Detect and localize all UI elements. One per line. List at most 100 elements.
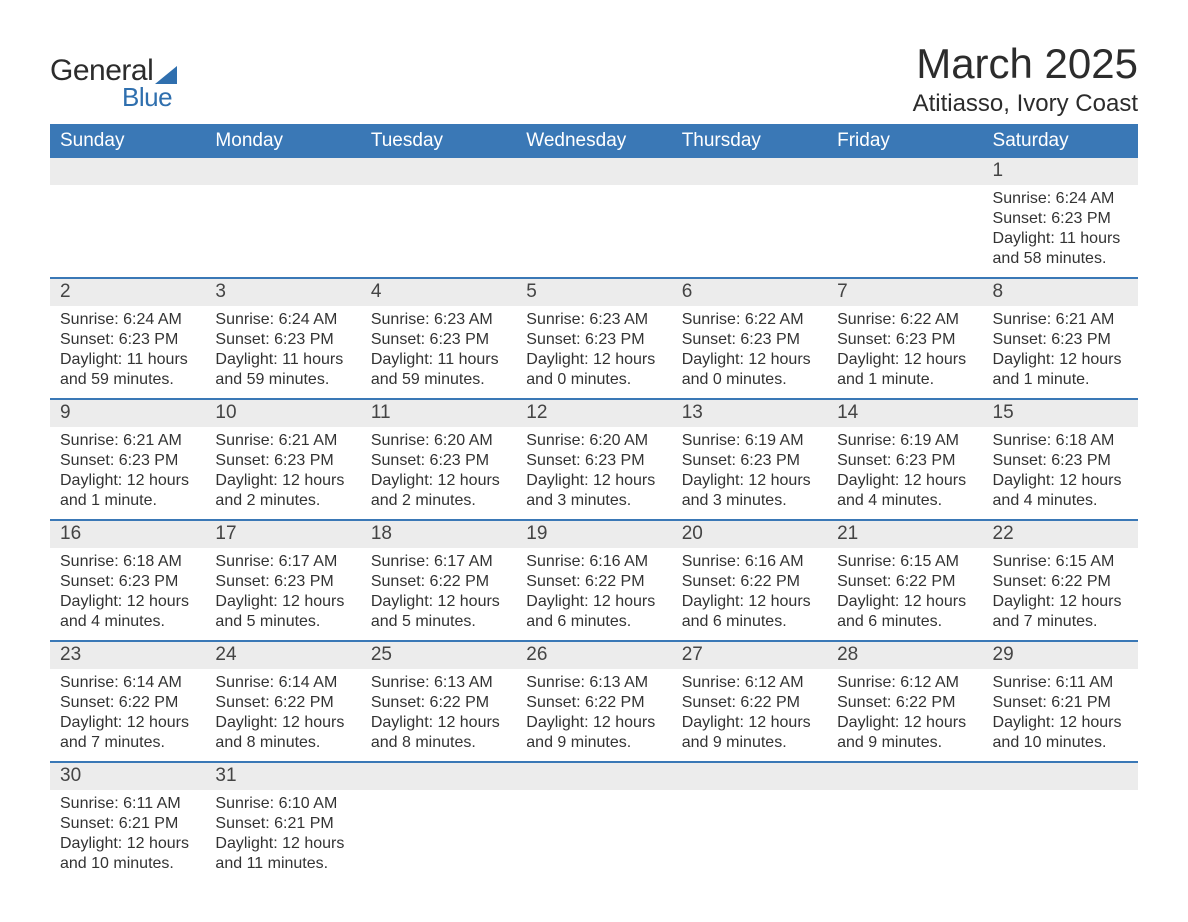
day-body — [361, 790, 516, 870]
day-body: Sunrise: 6:10 AMSunset: 6:21 PMDaylight:… — [205, 790, 360, 882]
day-sunset: Sunset: 6:23 PM — [993, 330, 1128, 350]
day-daylight2: and 1 minute. — [993, 370, 1128, 390]
day-sunset: Sunset: 6:22 PM — [60, 693, 195, 713]
day-daylight1: Daylight: 12 hours — [60, 471, 195, 491]
day-body: Sunrise: 6:16 AMSunset: 6:22 PMDaylight:… — [672, 548, 827, 640]
day-body: Sunrise: 6:17 AMSunset: 6:22 PMDaylight:… — [361, 548, 516, 640]
day-daylight1: Daylight: 12 hours — [993, 350, 1128, 370]
calendar-week-row: 23Sunrise: 6:14 AMSunset: 6:22 PMDayligh… — [50, 641, 1138, 762]
calendar-day-cell — [827, 762, 982, 882]
day-daylight1: Daylight: 12 hours — [215, 471, 350, 491]
day-body: Sunrise: 6:20 AMSunset: 6:23 PMDaylight:… — [516, 427, 671, 519]
day-number: 15 — [983, 400, 1138, 427]
day-daylight1: Daylight: 12 hours — [371, 471, 506, 491]
day-sunset: Sunset: 6:22 PM — [215, 693, 350, 713]
calendar-day-cell: 28Sunrise: 6:12 AMSunset: 6:22 PMDayligh… — [827, 641, 982, 762]
day-number: 30 — [50, 763, 205, 790]
day-daylight2: and 9 minutes. — [682, 733, 817, 753]
day-sunset: Sunset: 6:23 PM — [993, 209, 1128, 229]
calendar-day-cell: 6Sunrise: 6:22 AMSunset: 6:23 PMDaylight… — [672, 278, 827, 399]
day-number: 25 — [361, 642, 516, 669]
day-body — [827, 185, 982, 265]
day-body: Sunrise: 6:15 AMSunset: 6:22 PMDaylight:… — [983, 548, 1138, 640]
calendar-day-cell: 29Sunrise: 6:11 AMSunset: 6:21 PMDayligh… — [983, 641, 1138, 762]
day-sunrise: Sunrise: 6:16 AM — [682, 552, 817, 572]
day-daylight2: and 8 minutes. — [371, 733, 506, 753]
day-body: Sunrise: 6:17 AMSunset: 6:23 PMDaylight:… — [205, 548, 360, 640]
day-sunset: Sunset: 6:23 PM — [215, 572, 350, 592]
day-sunset: Sunset: 6:23 PM — [215, 330, 350, 350]
day-sunrise: Sunrise: 6:23 AM — [371, 310, 506, 330]
day-daylight1: Daylight: 12 hours — [371, 592, 506, 612]
day-sunset: Sunset: 6:23 PM — [215, 451, 350, 471]
day-body: Sunrise: 6:11 AMSunset: 6:21 PMDaylight:… — [50, 790, 205, 882]
day-number — [827, 158, 982, 185]
calendar-day-cell: 8Sunrise: 6:21 AMSunset: 6:23 PMDaylight… — [983, 278, 1138, 399]
day-number: 27 — [672, 642, 827, 669]
day-body: Sunrise: 6:15 AMSunset: 6:22 PMDaylight:… — [827, 548, 982, 640]
day-number: 9 — [50, 400, 205, 427]
day-sunset: Sunset: 6:23 PM — [837, 330, 972, 350]
day-body: Sunrise: 6:23 AMSunset: 6:23 PMDaylight:… — [516, 306, 671, 398]
day-sunset: Sunset: 6:22 PM — [682, 693, 817, 713]
day-daylight2: and 59 minutes. — [60, 370, 195, 390]
day-daylight2: and 2 minutes. — [371, 491, 506, 511]
day-daylight2: and 9 minutes. — [526, 733, 661, 753]
day-sunrise: Sunrise: 6:20 AM — [371, 431, 506, 451]
day-body — [983, 790, 1138, 870]
day-sunset: Sunset: 6:22 PM — [526, 693, 661, 713]
day-sunset: Sunset: 6:22 PM — [526, 572, 661, 592]
day-body: Sunrise: 6:20 AMSunset: 6:23 PMDaylight:… — [361, 427, 516, 519]
weekday-heading: Monday — [205, 124, 360, 158]
calendar-table: Sunday Monday Tuesday Wednesday Thursday… — [50, 124, 1138, 882]
calendar-day-cell: 31Sunrise: 6:10 AMSunset: 6:21 PMDayligh… — [205, 762, 360, 882]
day-daylight1: Daylight: 11 hours — [371, 350, 506, 370]
day-sunset: Sunset: 6:23 PM — [993, 451, 1128, 471]
calendar-day-cell: 4Sunrise: 6:23 AMSunset: 6:23 PMDaylight… — [361, 278, 516, 399]
calendar-day-cell — [516, 762, 671, 882]
day-sunrise: Sunrise: 6:21 AM — [215, 431, 350, 451]
day-daylight1: Daylight: 12 hours — [837, 592, 972, 612]
day-body: Sunrise: 6:19 AMSunset: 6:23 PMDaylight:… — [672, 427, 827, 519]
day-daylight2: and 2 minutes. — [215, 491, 350, 511]
day-daylight2: and 6 minutes. — [682, 612, 817, 632]
day-sunrise: Sunrise: 6:18 AM — [993, 431, 1128, 451]
day-body: Sunrise: 6:22 AMSunset: 6:23 PMDaylight:… — [672, 306, 827, 398]
weekday-heading: Sunday — [50, 124, 205, 158]
location-label: Atitiasso, Ivory Coast — [913, 90, 1138, 118]
day-number: 26 — [516, 642, 671, 669]
calendar-day-cell: 7Sunrise: 6:22 AMSunset: 6:23 PMDaylight… — [827, 278, 982, 399]
calendar-day-cell: 13Sunrise: 6:19 AMSunset: 6:23 PMDayligh… — [672, 399, 827, 520]
day-number — [516, 158, 671, 185]
day-number: 4 — [361, 279, 516, 306]
day-sunrise: Sunrise: 6:20 AM — [526, 431, 661, 451]
day-daylight1: Daylight: 11 hours — [993, 229, 1128, 249]
calendar-day-cell: 20Sunrise: 6:16 AMSunset: 6:22 PMDayligh… — [672, 520, 827, 641]
logo-text-blue: Blue — [122, 82, 172, 113]
day-body: Sunrise: 6:23 AMSunset: 6:23 PMDaylight:… — [361, 306, 516, 398]
calendar-day-cell: 19Sunrise: 6:16 AMSunset: 6:22 PMDayligh… — [516, 520, 671, 641]
day-daylight2: and 6 minutes. — [837, 612, 972, 632]
calendar-day-cell: 5Sunrise: 6:23 AMSunset: 6:23 PMDaylight… — [516, 278, 671, 399]
day-sunrise: Sunrise: 6:19 AM — [837, 431, 972, 451]
day-sunrise: Sunrise: 6:16 AM — [526, 552, 661, 572]
day-body: Sunrise: 6:19 AMSunset: 6:23 PMDaylight:… — [827, 427, 982, 519]
day-daylight2: and 10 minutes. — [60, 854, 195, 874]
calendar-week-row: 16Sunrise: 6:18 AMSunset: 6:23 PMDayligh… — [50, 520, 1138, 641]
day-body: Sunrise: 6:13 AMSunset: 6:22 PMDaylight:… — [516, 669, 671, 761]
day-sunrise: Sunrise: 6:23 AM — [526, 310, 661, 330]
calendar-day-cell — [205, 158, 360, 278]
day-daylight1: Daylight: 12 hours — [215, 592, 350, 612]
day-sunset: Sunset: 6:22 PM — [371, 572, 506, 592]
day-sunrise: Sunrise: 6:22 AM — [682, 310, 817, 330]
day-number: 16 — [50, 521, 205, 548]
day-number: 18 — [361, 521, 516, 548]
day-number: 7 — [827, 279, 982, 306]
day-sunset: Sunset: 6:23 PM — [371, 451, 506, 471]
day-body: Sunrise: 6:24 AMSunset: 6:23 PMDaylight:… — [50, 306, 205, 398]
calendar-day-cell: 23Sunrise: 6:14 AMSunset: 6:22 PMDayligh… — [50, 641, 205, 762]
calendar-day-cell — [672, 762, 827, 882]
day-daylight2: and 58 minutes. — [993, 249, 1128, 269]
day-sunrise: Sunrise: 6:24 AM — [60, 310, 195, 330]
day-body: Sunrise: 6:24 AMSunset: 6:23 PMDaylight:… — [205, 306, 360, 398]
